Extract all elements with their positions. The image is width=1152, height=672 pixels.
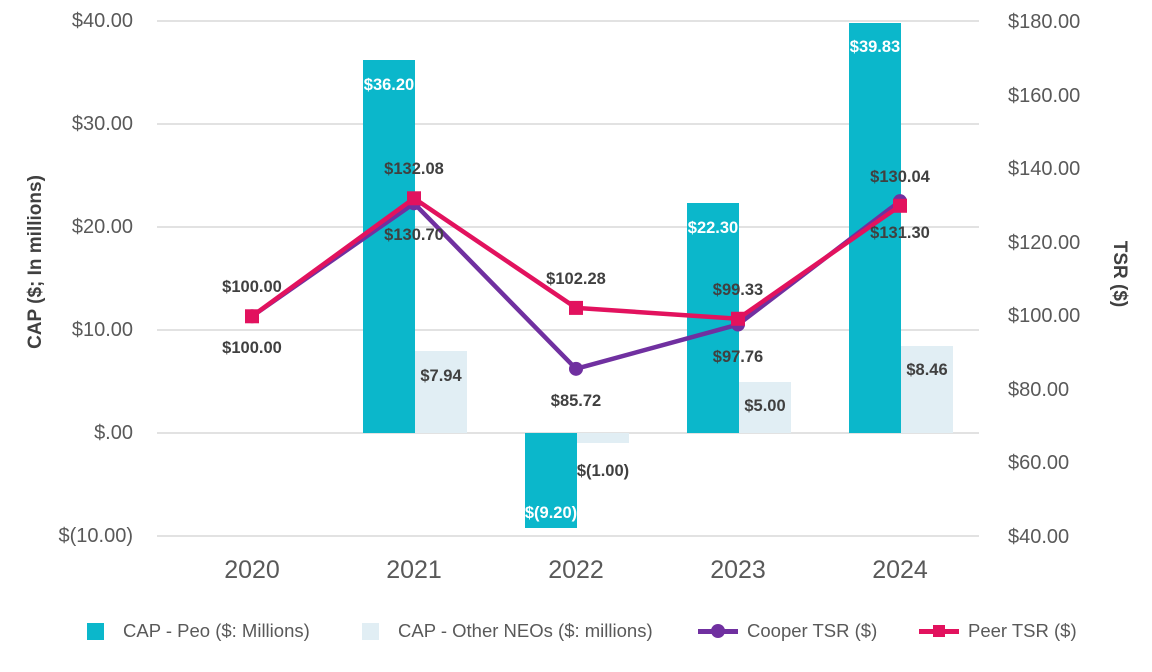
tsr-data-label: $85.72 [550, 391, 602, 410]
right-axis-tick: $160.00 [1008, 84, 1081, 107]
square-marker [731, 311, 745, 326]
right-axis-tick: $80.00 [1008, 378, 1070, 401]
tsr-data-label: $100.00 [222, 278, 282, 297]
x-axis-label: 2024 [872, 556, 928, 584]
tsr-data-label: $130.04 [870, 167, 930, 186]
tsr-data-label: $99.33 [712, 280, 764, 299]
bar-data-label: $7.94 [420, 366, 462, 385]
left-axis-tick: $10.00 [71, 319, 133, 341]
square-marker [407, 191, 421, 206]
legend-item: CAP - Other NEOs ($: millions) [362, 618, 653, 644]
legend-bar-swatch [87, 622, 104, 640]
bar-data-label: $(1.00) [576, 462, 630, 481]
tsr-data-label: $97.76 [712, 347, 764, 366]
square-marker [569, 300, 583, 315]
tsr-data-label: $131.30 [870, 224, 930, 243]
tsr-data-label: $100.00 [222, 339, 282, 358]
right-axis-tick: $40.00 [1008, 526, 1070, 548]
bar [901, 345, 953, 433]
bar [577, 433, 629, 444]
tsr-data-label: $132.08 [384, 160, 444, 179]
legend-circle-marker [711, 624, 725, 638]
square-marker [245, 309, 259, 324]
right-axis-tick: $120.00 [1008, 231, 1081, 254]
bar [739, 381, 791, 433]
left-axis-tick: $40.00 [71, 10, 133, 32]
left-axis-tick: $30.00 [71, 113, 133, 135]
x-axis-label: 2021 [386, 556, 442, 584]
left-axis-tick: $.00 [94, 422, 133, 444]
right-axis-tick: $60.00 [1008, 452, 1070, 475]
legend-bar-swatch [362, 622, 379, 640]
x-axis-label: 2022 [548, 556, 604, 584]
right-axis-tick: $180.00 [1008, 11, 1081, 33]
bar [415, 351, 467, 433]
legend-label: CAP - Other NEOs ($: millions) [398, 620, 653, 641]
tsr-data-label: $130.70 [384, 226, 444, 245]
circle-marker [569, 361, 583, 376]
right-axis-tick: $140.00 [1008, 158, 1081, 181]
legend-label: Cooper TSR ($) [747, 620, 878, 641]
legend-label: Peer TSR ($) [968, 620, 1077, 641]
bar-data-label: $22.30 [687, 218, 739, 237]
left-axis-tick: $(10.00) [58, 525, 134, 547]
tsr-line [249, 196, 903, 322]
legend-label: CAP - Peo ($: Millions) [123, 620, 310, 641]
legend-line-swatch [698, 622, 738, 640]
bar-data-label: $39.83 [849, 38, 901, 57]
bar-data-label: $36.20 [363, 75, 415, 94]
legend-square-marker [933, 625, 945, 637]
legend-item: Cooper TSR ($) [698, 618, 877, 644]
bar-data-label: $(9.20) [524, 503, 578, 522]
bar-data-label: $8.46 [906, 361, 948, 380]
bar [525, 433, 577, 528]
bar-data-label: $5.00 [744, 397, 786, 415]
left-axis-tick: $20.00 [71, 216, 133, 238]
legend-item: CAP - Peo ($: Millions) [87, 618, 310, 644]
bar [363, 60, 415, 433]
bar [849, 22, 901, 433]
legend-line-swatch [919, 622, 959, 640]
square-marker [893, 198, 907, 213]
legend-item: Peer TSR ($) [919, 618, 1077, 644]
x-axis-label: 2023 [710, 556, 766, 584]
tsr-data-label: $102.28 [546, 269, 606, 288]
x-axis-label: 2020 [224, 556, 280, 584]
right-axis-tick: $100.00 [1008, 305, 1081, 328]
